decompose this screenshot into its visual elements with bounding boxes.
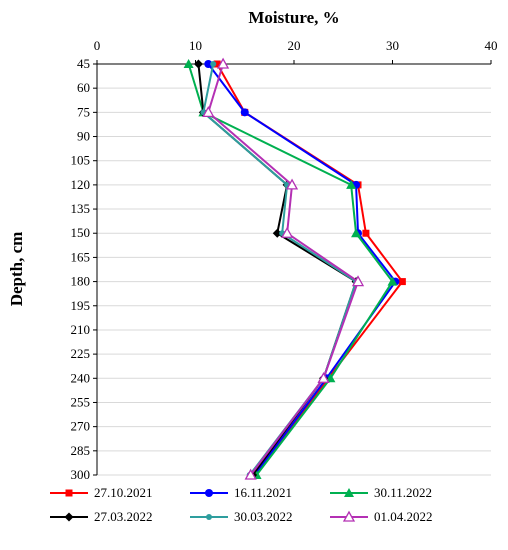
legend-item-1: 16.11.2021	[190, 485, 292, 500]
data-point-5-6	[244, 468, 257, 480]
legend-item-3: 27.03.2022	[50, 509, 153, 524]
y-tick-label-255: 255	[71, 394, 91, 409]
legend-swatch-marker-1	[205, 489, 213, 497]
y-tick-label-150: 150	[71, 225, 91, 240]
y-tick-label-240: 240	[71, 370, 91, 385]
legend: 27.10.2021 16.11.2021 30.11.2022 27.03.2022…	[50, 485, 433, 524]
y-tick-label-105: 105	[71, 153, 91, 168]
data-point-1-0	[204, 60, 213, 68]
series-line-3	[197, 63, 358, 476]
series-5	[202, 57, 365, 480]
y-tick-label-210: 210	[71, 322, 91, 337]
data-point-2-4	[387, 276, 398, 286]
legend-item-2: 30.11.2022	[330, 485, 432, 500]
x-tick-label-20: 20	[288, 38, 301, 53]
y-tick-label-225: 225	[71, 346, 91, 361]
y-tick-label-90: 90	[77, 129, 90, 144]
legend-label-5: 01.04.2022	[374, 509, 433, 524]
data-point-1-1	[240, 108, 249, 117]
legend-label-2: 30.11.2022	[374, 485, 432, 500]
data-point-2-3	[351, 228, 362, 238]
y-tick-label-285: 285	[71, 443, 91, 458]
x-tick-label-30: 30	[386, 38, 399, 53]
y-tick-label-45: 45	[77, 56, 90, 71]
legend-label-4: 30.03.2022	[234, 509, 293, 524]
legend-swatch-marker-0	[65, 489, 73, 497]
grid-lines	[97, 87, 491, 476]
data-point-4-0	[210, 61, 217, 67]
x-tick-label-10: 10	[189, 38, 202, 53]
series-line-0	[216, 63, 404, 476]
y-tick-label-180: 180	[71, 274, 91, 289]
legend-item-4: 30.03.2022	[190, 509, 293, 524]
x-tick-label-0: 0	[94, 38, 101, 53]
y-tick-label-165: 165	[71, 249, 91, 264]
series-0	[213, 60, 406, 479]
x-tick-labels: 0 10 20 30 40	[94, 38, 498, 53]
y-tick-label-60: 60	[77, 80, 90, 95]
series-line-4	[202, 63, 358, 476]
x-tick-label-40: 40	[485, 38, 498, 53]
data-point-0-4	[398, 278, 406, 286]
y-tick-label-75: 75	[77, 104, 90, 119]
data-point-2-0	[183, 59, 194, 68]
y-tick-label-300: 300	[71, 467, 91, 482]
data-point-2-2	[346, 179, 357, 189]
y-tick-label-195: 195	[71, 298, 91, 313]
y-tick-label-270: 270	[71, 419, 91, 434]
legend-label-0: 27.10.2021	[94, 485, 153, 500]
data-point-5-4	[351, 275, 365, 287]
legend-item-5: 01.04.2022	[330, 509, 433, 524]
data-point-5-2	[285, 178, 299, 190]
y-tick-label-120: 120	[71, 177, 91, 192]
data-point-3-0	[193, 59, 203, 69]
y-tick-labels: 45 60 75 90 105 120 135 150 165 180 195 210 225 240 25…	[71, 56, 91, 482]
legend-swatch-marker-4	[206, 514, 212, 520]
legend-swatch-marker-3	[64, 512, 74, 522]
data-point-5-3	[281, 226, 294, 238]
legend-swatch-marker-5	[342, 510, 356, 522]
legend-item-0: 27.10.2021	[50, 485, 153, 500]
x-axis-title: Moisture, %	[248, 8, 339, 27]
data-point-0-0	[213, 60, 221, 68]
data-point-5-1	[202, 106, 215, 118]
data-point-5-0	[216, 57, 230, 69]
legend-swatch-marker-2	[344, 488, 354, 497]
data-point-0-3	[362, 229, 370, 237]
data-point-5-5	[317, 371, 330, 383]
y-tick-label-135: 135	[71, 201, 91, 216]
legend-label-1: 16.11.2021	[234, 485, 292, 500]
data-point-3-3	[272, 228, 282, 238]
y-axis-title: Depth, cm	[7, 232, 26, 307]
series-lines	[183, 57, 406, 480]
axes	[93, 60, 492, 476]
legend-label-3: 27.03.2022	[94, 509, 153, 524]
